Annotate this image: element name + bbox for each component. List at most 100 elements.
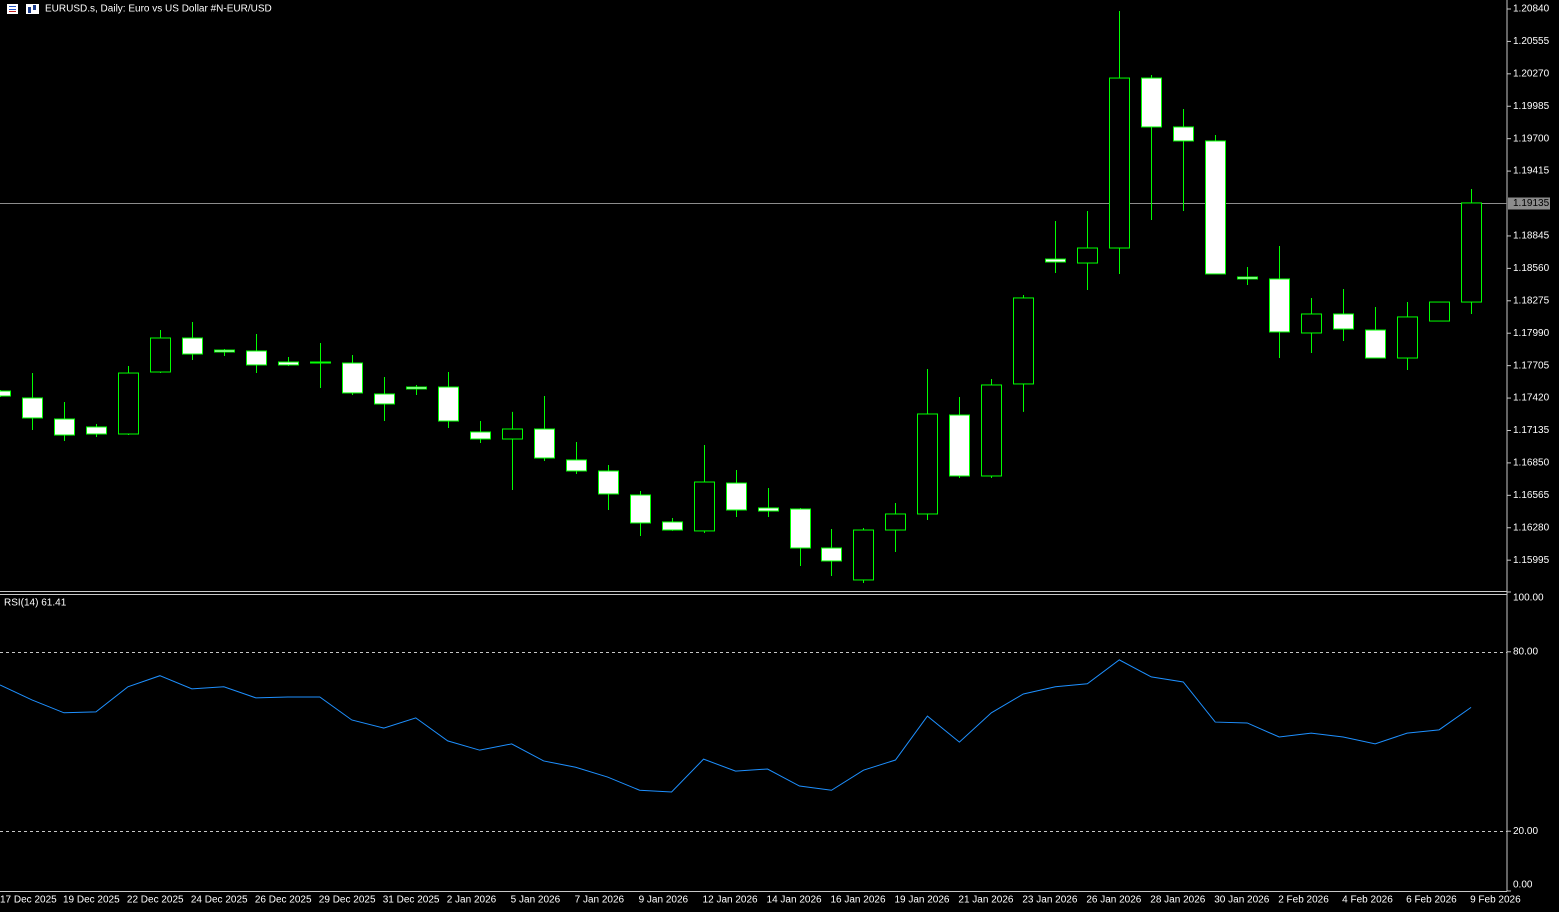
- menu-icon-line: [9, 9, 16, 10]
- candle-body: [1365, 329, 1386, 359]
- candle-body: [630, 494, 651, 524]
- candle-body: [502, 428, 523, 440]
- candle-body: [150, 337, 171, 373]
- candle-body: [470, 431, 491, 440]
- candle-body: [1205, 140, 1226, 275]
- x-tick-label: 12 Jan 2026: [703, 895, 758, 906]
- candle-body: [758, 507, 779, 512]
- indicator-title: RSI(14) 61.41: [4, 598, 67, 609]
- candle-body: [790, 508, 811, 549]
- candle-body: [54, 418, 75, 436]
- x-tick-label: 2 Feb 2026: [1278, 895, 1329, 906]
- candle-body: [853, 529, 874, 581]
- candle-body: [406, 386, 427, 390]
- candle-body: [1301, 313, 1322, 334]
- current-price-label: 1.19135: [1513, 198, 1550, 209]
- x-tick-label: 26 Dec 2025: [255, 895, 312, 906]
- candle-body: [214, 349, 235, 353]
- x-tick-label: 7 Jan 2026: [575, 895, 625, 906]
- x-tick-label: 19 Jan 2026: [894, 895, 949, 906]
- candle-body: [438, 386, 459, 422]
- x-tick-label: 5 Jan 2026: [511, 895, 561, 906]
- candle-body: [22, 397, 43, 419]
- candle-body: [182, 337, 203, 355]
- candle-body: [534, 428, 555, 459]
- candle-body: [342, 362, 363, 394]
- x-tick-label: 30 Jan 2026: [1214, 895, 1269, 906]
- candle-body: [1269, 278, 1290, 333]
- x-tick-label: 17 Dec 2025: [0, 895, 57, 906]
- candle-body: [1429, 301, 1450, 322]
- candle-body: [1141, 77, 1162, 128]
- candle-body: [310, 361, 331, 364]
- x-tick-label: 9 Feb 2026: [1470, 895, 1521, 906]
- y-tick-label: 1.15995: [1513, 555, 1550, 566]
- candle-body: [1461, 202, 1482, 303]
- menu-icon-line: [9, 11, 16, 12]
- x-tick-label: 29 Dec 2025: [319, 895, 376, 906]
- candle-body: [1013, 297, 1034, 385]
- chart-title: EURUSD.s, Daily: Euro vs US Dollar #N-EU…: [45, 4, 272, 15]
- candle-body: [981, 384, 1002, 477]
- x-tick-label: 22 Dec 2025: [127, 895, 184, 906]
- chart-icon: [26, 4, 39, 14]
- candle-body: [885, 513, 906, 531]
- menu-icon-line: [9, 6, 16, 7]
- x-tick-label: 21 Jan 2026: [958, 895, 1013, 906]
- y-tick-label: 1.19985: [1513, 101, 1550, 112]
- y-tick-label: 1.16850: [1513, 458, 1550, 469]
- y-tick-label: 1.16565: [1513, 490, 1550, 501]
- x-tick-label: 31 Dec 2025: [383, 895, 440, 906]
- y-tick-label: 1.17135: [1513, 425, 1550, 436]
- candle-body: [566, 459, 587, 472]
- y-tick-label: 1.16280: [1513, 522, 1550, 533]
- y-tick-label: 100.00: [1513, 593, 1544, 604]
- candle-body: [917, 413, 938, 515]
- candle-body: [1109, 77, 1130, 249]
- x-tick-label: 2 Jan 2026: [447, 895, 497, 906]
- candle-body: [1333, 313, 1354, 330]
- candle-body: [1237, 276, 1258, 280]
- x-tick-label: 14 Jan 2026: [767, 895, 822, 906]
- y-tick-label: 1.20840: [1513, 4, 1550, 15]
- y-tick-label: 1.20555: [1513, 36, 1550, 47]
- symbol-icons: [7, 4, 39, 14]
- candle-body: [246, 350, 267, 366]
- x-tick-label: 24 Dec 2025: [191, 895, 248, 906]
- candle-body: [1077, 247, 1098, 264]
- y-tick-label: 1.20270: [1513, 68, 1550, 79]
- y-tick-label: 1.18560: [1513, 263, 1550, 274]
- y-tick-label: 1.19415: [1513, 166, 1550, 177]
- x-tick-label: 26 Jan 2026: [1086, 895, 1141, 906]
- current-price-box: [1508, 197, 1550, 210]
- rsi-line: [0, 659, 1472, 793]
- candle-body: [726, 482, 747, 511]
- y-tick-label: 1.17990: [1513, 328, 1550, 339]
- candle-body: [821, 547, 842, 562]
- y-tick-label: 1.17705: [1513, 360, 1550, 371]
- x-tick-label: 19 Dec 2025: [63, 895, 120, 906]
- candle-body: [949, 414, 970, 477]
- y-tick-label: 1.18845: [1513, 231, 1550, 242]
- x-tick-label: 6 Feb 2026: [1406, 895, 1457, 906]
- x-tick-label: 23 Jan 2026: [1022, 895, 1077, 906]
- candle-body: [1045, 258, 1066, 263]
- candle-body: [1397, 316, 1418, 359]
- candle-body: [662, 521, 683, 531]
- candle-body: [598, 470, 619, 495]
- candle-body: [1173, 126, 1194, 142]
- y-tick-label: 80.00: [1513, 646, 1538, 657]
- candle-body: [374, 393, 395, 405]
- candle-body: [0, 390, 11, 397]
- y-tick-label: 1.18275: [1513, 295, 1550, 306]
- candle-body: [694, 481, 715, 532]
- candle-body: [278, 361, 299, 366]
- x-tick-label: 9 Jan 2026: [639, 895, 689, 906]
- y-tick-label: 1.19700: [1513, 133, 1550, 144]
- x-tick-label: 28 Jan 2026: [1150, 895, 1205, 906]
- x-tick-label: 4 Feb 2026: [1342, 895, 1393, 906]
- x-tick-label: 16 Jan 2026: [830, 895, 885, 906]
